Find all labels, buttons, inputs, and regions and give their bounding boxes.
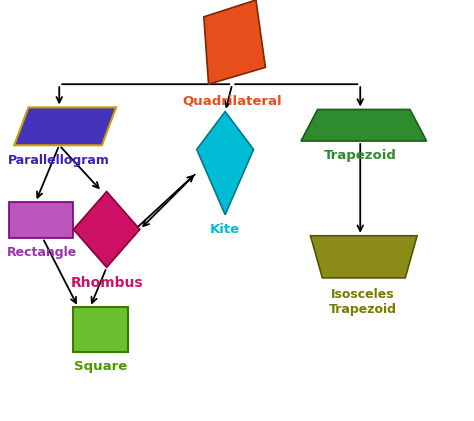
Polygon shape	[73, 192, 140, 267]
Text: Isosceles
Trapezoid: Isosceles Trapezoid	[328, 288, 397, 317]
Polygon shape	[301, 109, 427, 141]
Polygon shape	[310, 236, 417, 278]
Text: Rhombus: Rhombus	[70, 276, 143, 290]
Text: Parallellogram: Parallellogram	[9, 154, 110, 167]
Text: Rectangle: Rectangle	[7, 246, 77, 259]
Polygon shape	[197, 112, 254, 215]
Polygon shape	[14, 107, 116, 145]
Polygon shape	[204, 0, 265, 84]
Text: Square: Square	[74, 360, 128, 373]
Text: Kite: Kite	[210, 223, 240, 236]
Text: Quadrilateral: Quadrilateral	[182, 95, 282, 108]
Text: Trapezoid: Trapezoid	[324, 149, 397, 163]
Bar	[73, 307, 128, 352]
Bar	[9, 202, 73, 238]
